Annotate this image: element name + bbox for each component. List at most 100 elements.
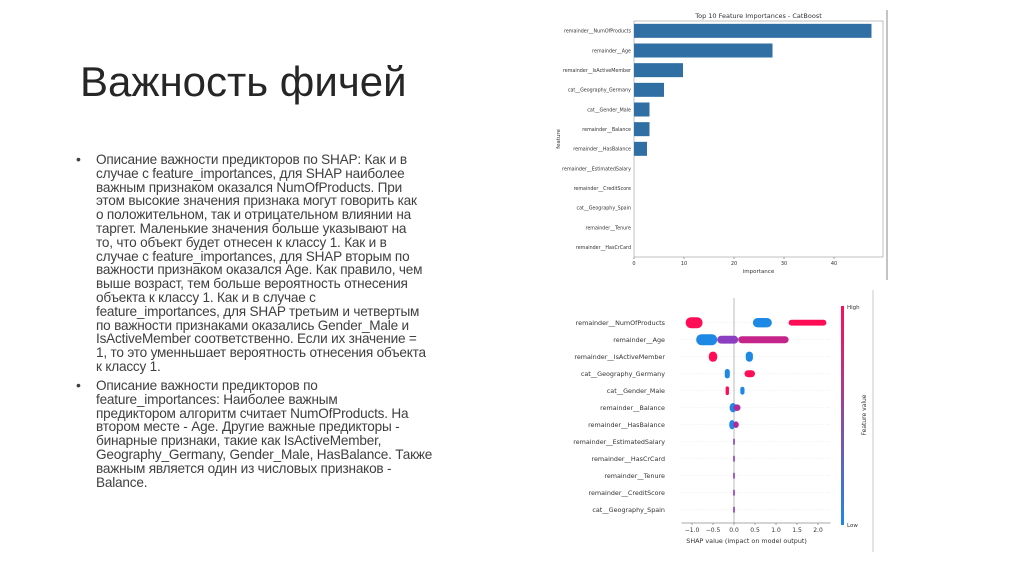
bar xyxy=(634,63,683,78)
y-tick-label: remainder__Tenure xyxy=(604,472,665,480)
bullet-text-line: важным является один из числовых признак… xyxy=(96,460,392,476)
bullet-dot-icon: • xyxy=(76,377,81,393)
y-tick-label: cat__Gender_Male xyxy=(587,107,631,113)
shap-points xyxy=(733,421,739,428)
bullet-list-shap: • Описание важности предикторов по SHAP:… xyxy=(76,151,426,374)
shap-points xyxy=(696,334,718,346)
x-tick-label: 20 xyxy=(731,261,737,267)
bullet-text-line: случае с feature_importances, для SHAP в… xyxy=(96,248,410,264)
x-tick-label: −0.5 xyxy=(706,527,721,534)
bullet-dot-icon: • xyxy=(76,151,81,167)
bullet-text-line: к классу 1. xyxy=(96,358,161,374)
bullet-text-line: то, что объект будет отнесен к классу 1.… xyxy=(96,234,387,250)
x-tick-label: 1.0 xyxy=(771,527,781,534)
bullet-feature-importances-description: • Описание важности предикторов по featur… xyxy=(76,377,432,489)
chart-title: Top 10 Feature Importances - CatBoost xyxy=(694,12,822,20)
x-tick-label: 1.5 xyxy=(792,527,802,534)
x-axis-label: importance xyxy=(743,269,775,275)
y-tick-label: remainder__NumOfProducts xyxy=(576,319,666,327)
bullet-text-line: по важности признаками оказались Gender_… xyxy=(96,317,409,333)
feature-importance-bar-chart: Top 10 Feature Importances - CatBoost rem… xyxy=(556,10,888,280)
bullet-text-line: Описание важности предикторов по SHAP: К… xyxy=(96,152,407,167)
y-tick-label: cat__Geography_Spain xyxy=(576,206,631,212)
y-tick-label: remainder__Balance xyxy=(600,404,665,412)
x-tick-label: 40 xyxy=(831,261,837,267)
y-tick-label: remainder__EstimatedSalary xyxy=(573,438,665,446)
bullet-text-line: важным признаком оказался NumOfProducts.… xyxy=(96,179,402,195)
bullet-text-line: feature_importances, для SHAP третьим и … xyxy=(96,303,420,319)
shap-points xyxy=(717,335,739,344)
shap-points xyxy=(738,336,789,344)
x-tick-label: 0.5 xyxy=(750,527,760,534)
bullet-text-line: случае с feature_importances, для SHAP н… xyxy=(96,165,405,181)
shap-points xyxy=(740,386,745,395)
shap-points xyxy=(752,318,772,328)
bullet-text-line: предиктором алгоритм считает NumOfProduc… xyxy=(96,405,409,421)
shap-points xyxy=(733,404,741,411)
y-tick-label: remainder__IsActiveMember xyxy=(574,353,665,361)
x-tick-label: 0.0 xyxy=(729,527,739,534)
bullet-text-line: важности признаком оказался Age. Как пра… xyxy=(96,262,423,278)
bar xyxy=(634,23,872,38)
x-tick-label: 10 xyxy=(681,261,687,267)
colorbar-low-label: Low xyxy=(847,523,858,529)
bar xyxy=(634,122,650,137)
shap-points xyxy=(708,351,718,362)
shap-points xyxy=(788,319,827,326)
bar xyxy=(634,82,664,97)
x-axis-label: SHAP value (impact on model output) xyxy=(686,537,807,545)
shap-points xyxy=(733,472,735,479)
shap-points xyxy=(724,369,730,379)
bullet-text-line: о положительном, так и отрицательном вли… xyxy=(96,207,412,223)
y-tick-label: remainder__HasCrCard xyxy=(576,245,631,251)
y-tick-label: cat__Geography_Germany xyxy=(568,88,631,94)
y-tick-label: remainder__NumOfProducts xyxy=(564,29,632,35)
shap-points xyxy=(733,438,735,445)
bar xyxy=(634,102,650,117)
shap-points xyxy=(745,351,753,362)
y-tick-label: remainder__CreditScore xyxy=(588,489,665,497)
shap-points xyxy=(729,420,735,430)
x-tick-label: 2.0 xyxy=(813,527,823,534)
bullet-text-line: объекта к классу 1. Как и в случае с xyxy=(96,289,316,305)
y-tick-label: cat__Gender_Male xyxy=(607,387,665,395)
y-tick-label: cat__Geography_Germany xyxy=(581,370,665,378)
y-tick-label: remainder__Balance xyxy=(582,127,631,133)
x-tick-label: −1.0 xyxy=(685,527,700,534)
y-tick-label: remainder__Age xyxy=(592,48,631,54)
y-tick-label: cat__Geography_Spain xyxy=(592,506,665,514)
bullet-text-line: feature_importances: Наиболее важным xyxy=(96,391,338,407)
bullet-text-line: IsActiveMember соответственно. Если их з… xyxy=(96,331,417,347)
shap-points xyxy=(733,489,735,496)
y-tick-label: remainder__Age xyxy=(613,336,665,344)
plot-frame xyxy=(633,20,884,258)
y-tick-label: remainder__Tenure xyxy=(585,225,631,231)
bullet-text: Описание важности предикторов по SHAP: К… xyxy=(96,153,426,374)
bullet-shap-description: • Описание важности предикторов по SHAP:… xyxy=(76,151,426,374)
colorbar xyxy=(841,306,844,525)
shap-points xyxy=(685,317,703,329)
bullet-text-line: этом высокие значения признака могут гов… xyxy=(96,193,417,209)
y-tick-label: remainder__HasBalance xyxy=(573,147,631,153)
shap-points xyxy=(733,455,735,462)
y-tick-label: remainder__HasBalance xyxy=(588,421,665,429)
y-tick-label: remainder__CreditScore xyxy=(574,186,631,192)
bullet-text-line: таргет. Маленькие значения больше указыв… xyxy=(96,220,407,236)
bullet-text-line: Geography_Germany, Gender_Male, HasBalan… xyxy=(96,446,433,462)
shap-points xyxy=(725,386,729,395)
slide-title: Важность фичей xyxy=(80,58,407,105)
bullet-text-line: 1, то это уменньшает вероятность отнесен… xyxy=(96,345,426,361)
bullet-text: Описание важности предикторов по feature_… xyxy=(96,379,432,489)
bullet-text-line: втором месте - Age. Другие важные предик… xyxy=(96,419,400,435)
bullet-list-importances: • Описание важности предикторов по featur… xyxy=(76,377,432,489)
y-tick-label: remainder__IsActiveMember xyxy=(563,68,631,74)
shap-summary-plot: remainder__NumOfProducts remainder__Agere… xyxy=(573,290,874,552)
x-tick-label: 0 xyxy=(632,261,635,267)
colorbar-label: Feature value xyxy=(861,394,868,435)
bar xyxy=(634,141,647,156)
bullet-text-line: Balance. xyxy=(96,474,148,490)
bullet-text-line: бинарные признаки, такие как IsActiveMem… xyxy=(96,433,382,449)
y-tick-label: remainder__EstimatedSalary xyxy=(562,166,631,172)
shap-points xyxy=(733,506,735,513)
colorbar-high-label: High xyxy=(847,305,860,311)
